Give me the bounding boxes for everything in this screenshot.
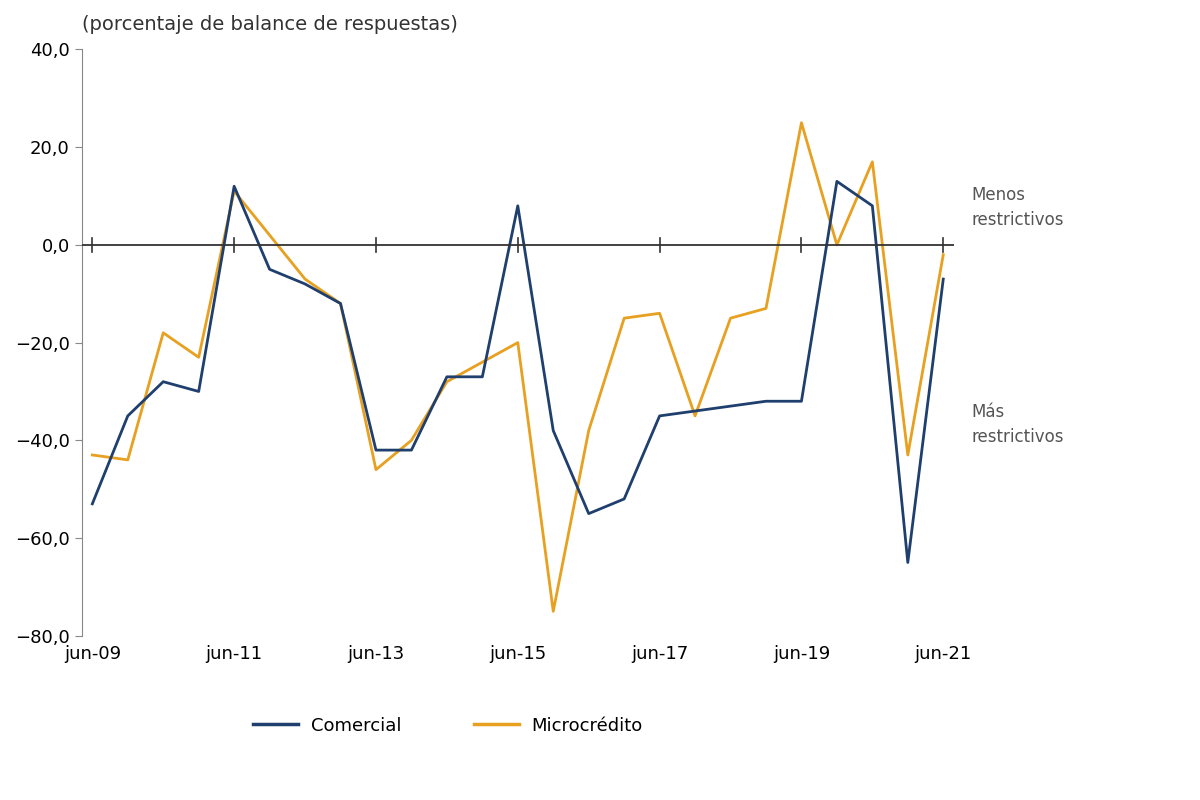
Text: (porcentaje de balance de respuestas): (porcentaje de balance de respuestas) [82, 15, 457, 34]
Text: Más
restrictivos: Más restrictivos [971, 403, 1064, 446]
Text: Menos
restrictivos: Menos restrictivos [971, 186, 1064, 230]
Legend: Comercial, Microcrédito: Comercial, Microcrédito [246, 710, 650, 742]
